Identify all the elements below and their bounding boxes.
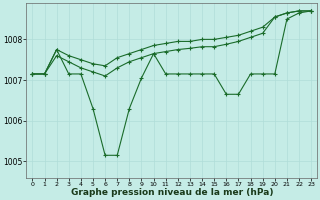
X-axis label: Graphe pression niveau de la mer (hPa): Graphe pression niveau de la mer (hPa) [70, 188, 273, 197]
